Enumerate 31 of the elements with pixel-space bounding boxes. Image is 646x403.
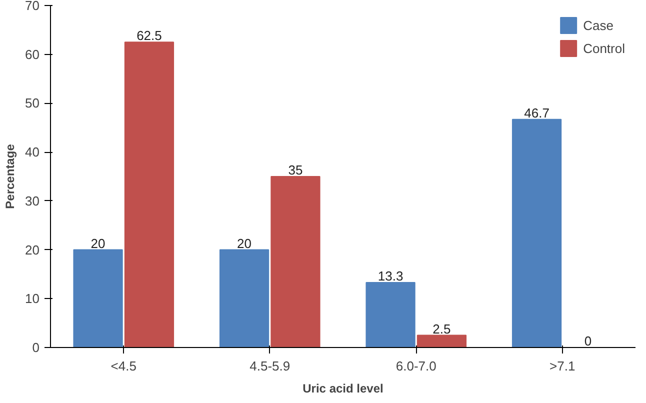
x-tick-label: 4.5-5.9: [250, 358, 290, 374]
y-tick-label: 50: [25, 96, 40, 111]
legend-label: Control: [583, 40, 625, 56]
legend-label: Case: [583, 18, 614, 32]
x-tick-label: <4.5: [110, 358, 136, 374]
bar: [219, 249, 270, 348]
bar: [73, 249, 123, 348]
y-tick-label: 60: [25, 46, 40, 62]
data-label: 13.3: [378, 268, 404, 284]
data-label: 2.5: [432, 321, 451, 336]
x-axis-title: Uric acid level: [302, 382, 384, 396]
bar: [512, 118, 562, 348]
x-tick-label: 6.0-7.0: [396, 358, 436, 374]
data-label: 35: [288, 162, 303, 178]
y-tick-label: 70: [25, 0, 40, 13]
y-axis-title: Percentage: [3, 144, 18, 209]
data-label: 46.7: [524, 105, 550, 120]
data-label: 20: [90, 236, 106, 251]
bar: [416, 334, 467, 348]
data-label: 0: [584, 334, 592, 348]
bar: [270, 176, 320, 348]
y-tick-label: 40: [25, 144, 40, 160]
data-label: 20: [237, 236, 252, 251]
data-label: 62.5: [136, 28, 162, 44]
y-tick-label: 20: [25, 242, 40, 258]
y-tick-label: 0: [32, 340, 40, 355]
bar: [124, 42, 174, 348]
y-tick-label: 10: [25, 291, 40, 306]
bar: [366, 282, 416, 348]
y-tick-label: 30: [25, 193, 40, 208]
x-tick-label: >7.1: [550, 358, 576, 374]
